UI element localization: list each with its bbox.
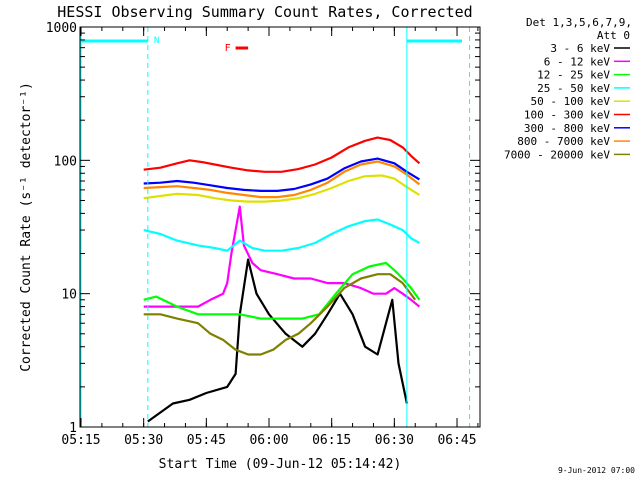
legend-label-6-12-kev: 6 - 12 keV — [544, 55, 611, 68]
legend-label-12-25-kev: 12 - 25 keV — [537, 69, 610, 82]
y-tick-label: 100 — [54, 154, 77, 169]
y-tick-label: 1 — [69, 421, 77, 436]
x-tick-label: 05:30 — [124, 433, 163, 448]
flare-flag-label: F — [225, 43, 231, 54]
x-tick-label: 06:00 — [249, 433, 288, 448]
series-line-6-12-kev — [143, 205, 421, 308]
x-tick-label: 05:45 — [187, 433, 226, 448]
series-line-3-6-kev — [147, 258, 408, 423]
legend-header-line-2: Att 0 — [597, 29, 630, 42]
series-line-100-300-kev — [143, 136, 421, 173]
legend-label-800-7000-kev: 800 - 7000 keV — [517, 135, 610, 148]
legend-label-25-50-kev: 25 - 50 keV — [537, 82, 610, 95]
x-tick-label: 06:45 — [437, 433, 476, 448]
series-line-7000-20000-kev — [143, 273, 417, 356]
plot-frame — [79, 26, 481, 428]
series-layer — [143, 136, 421, 423]
series-line-800-7000-kev — [143, 160, 421, 199]
series-line-50-100-kev — [143, 174, 420, 203]
x-axis-label: Start Time (09-Jun-12 05:14:42) — [159, 457, 402, 472]
legend-label-50-100-kev: 50 - 100 keV — [531, 95, 611, 108]
markers-layer: NF — [80, 27, 471, 427]
legend-header-line-1: Det 1,3,5,6,7,9, — [526, 16, 632, 29]
legend-label-7000-20000-kev: 7000 - 20000 keV — [504, 148, 610, 161]
orbit-bar-label: N — [154, 36, 159, 46]
series-line-12-25-kev — [143, 261, 421, 320]
x-tick-label: 05:15 — [61, 433, 100, 448]
x-tick-label: 06:30 — [375, 433, 414, 448]
chart-title: HESSI Observing Summary Count Rates, Cor… — [57, 3, 472, 21]
y-tick-label: 10 — [61, 288, 77, 303]
legend-label-300-800-kev: 300 - 800 keV — [524, 122, 610, 135]
y-tick-label: 1000 — [46, 21, 77, 36]
axes-layer: 05:15 05:30 05:45 06:00 06:15 06:30 06:45 1 10 10… — [46, 21, 481, 448]
legend-label-3-6-kev: 3 - 6 keV — [550, 42, 610, 55]
series-line-300-800-kev — [143, 157, 420, 192]
series-line-25-50-kev — [143, 218, 420, 252]
y-axis-label: Corrected Count Rate (s⁻¹ detector⁻¹) — [19, 82, 34, 372]
timestamp: 9-Jun-2012 07:00 — [558, 466, 635, 475]
x-tick-label: 06:15 — [312, 433, 351, 448]
legend-label-100-300-kev: 100 - 300 keV — [524, 109, 610, 122]
